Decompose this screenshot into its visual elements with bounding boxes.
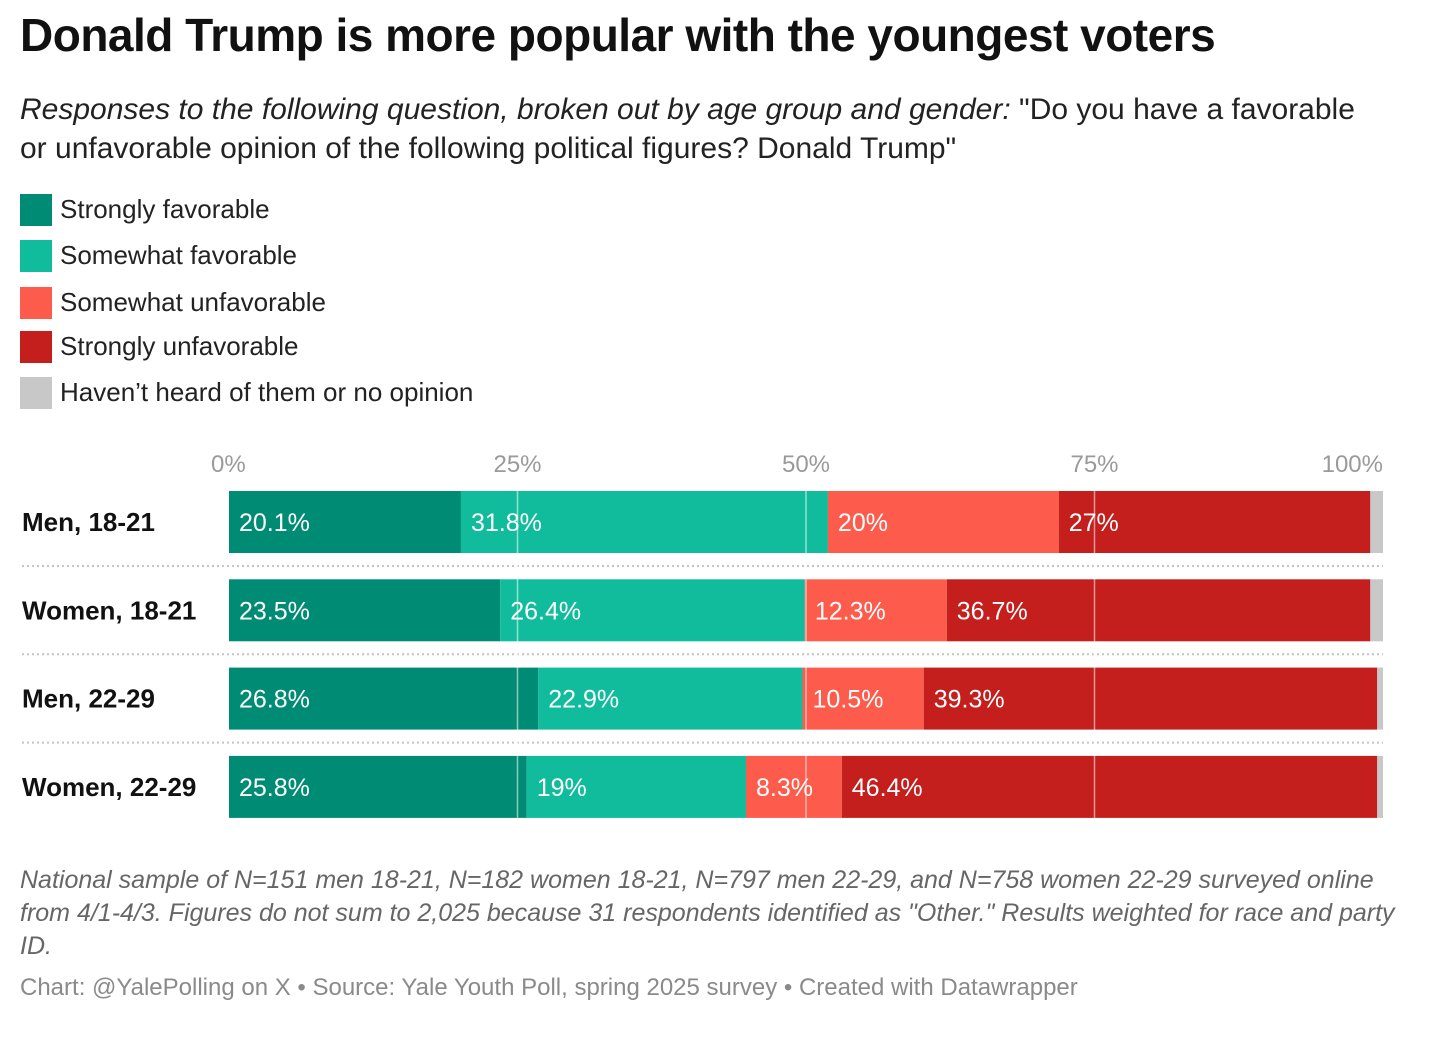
legend-label: Haven’t heard of them or no opinion <box>60 377 474 407</box>
subtitle-question: "Do you have a favorable or unfavorable … <box>20 93 1355 165</box>
category-label: Women, 18-21 <box>22 595 196 625</box>
category-label: Women, 22-29 <box>22 772 196 802</box>
legend-label: Strongly unfavorable <box>60 331 299 361</box>
data-label: 39.3% <box>934 686 1005 714</box>
bar-segment <box>841 755 1378 818</box>
data-label: 36.7% <box>957 597 1028 625</box>
legend-swatch <box>20 377 52 409</box>
bar-segment <box>229 579 501 642</box>
legend-swatch <box>20 194 52 226</box>
bar-segment <box>827 491 1059 553</box>
bar-segment <box>1370 491 1383 553</box>
data-label: 26.8% <box>239 686 310 714</box>
chart-notes: National sample of N=151 men 18-21, N=18… <box>20 866 1395 960</box>
subtitle-lead: Responses to the following question, bro… <box>20 93 1011 126</box>
data-label: 10.5% <box>813 686 884 714</box>
bar-segment <box>923 667 1378 730</box>
bar-segment <box>946 579 1371 642</box>
bar-segment <box>802 667 924 730</box>
data-label: 20.1% <box>239 509 310 537</box>
data-label: 25.8% <box>239 774 310 802</box>
data-label: 46.4% <box>852 774 923 802</box>
bar-segment <box>1377 755 1383 818</box>
bar-segment <box>1377 667 1383 730</box>
chart-subtitle: Responses to the following question, bro… <box>20 90 1380 168</box>
x-tick-label: 50% <box>782 451 830 478</box>
bar-segment <box>500 579 805 642</box>
bar-segment <box>538 667 803 730</box>
x-tick-label: 75% <box>1070 451 1118 478</box>
legend-swatch <box>20 287 52 319</box>
x-tick-label: 100% <box>1322 451 1383 478</box>
legend-label: Somewhat unfavorable <box>60 287 326 317</box>
bar-segment <box>229 755 527 818</box>
data-label: 23.5% <box>239 597 310 625</box>
bar-segment <box>460 491 828 553</box>
data-label: 22.9% <box>548 686 619 714</box>
stacked-bar-chart: 0% 25% 50% 75% 100% Men, 18-21 20.1% 31.8% 20% 27… <box>22 451 1383 818</box>
legend-label: Strongly favorable <box>60 194 270 224</box>
bar-segment <box>229 491 461 553</box>
data-label: 8.3% <box>756 774 813 802</box>
legend-swatch <box>20 240 52 272</box>
data-label: 12.3% <box>815 597 886 625</box>
bar-segment <box>804 579 947 642</box>
data-label: 31.8% <box>471 509 542 537</box>
data-label: 26.4% <box>510 597 581 625</box>
x-tick-label: 25% <box>493 451 541 478</box>
bar-segment <box>745 755 842 818</box>
x-tick-label: 0% <box>211 451 246 478</box>
chart-source: Chart: @YalePolling on X • Source: Yale … <box>20 974 1078 1001</box>
data-label: 27% <box>1069 509 1119 537</box>
data-label: 20% <box>838 509 888 537</box>
chart-title: Donald Trump is more popular with the yo… <box>20 9 1216 61</box>
category-label: Men, 22-29 <box>22 684 155 714</box>
bar-segment <box>229 667 539 730</box>
bar-segment <box>1370 579 1383 642</box>
category-label: Men, 18-21 <box>22 507 155 537</box>
bar-segment <box>1058 491 1371 553</box>
legend-label: Somewhat favorable <box>60 240 298 270</box>
legend-swatch <box>20 331 52 363</box>
data-label: 19% <box>537 774 587 802</box>
bar-segment <box>526 755 746 818</box>
